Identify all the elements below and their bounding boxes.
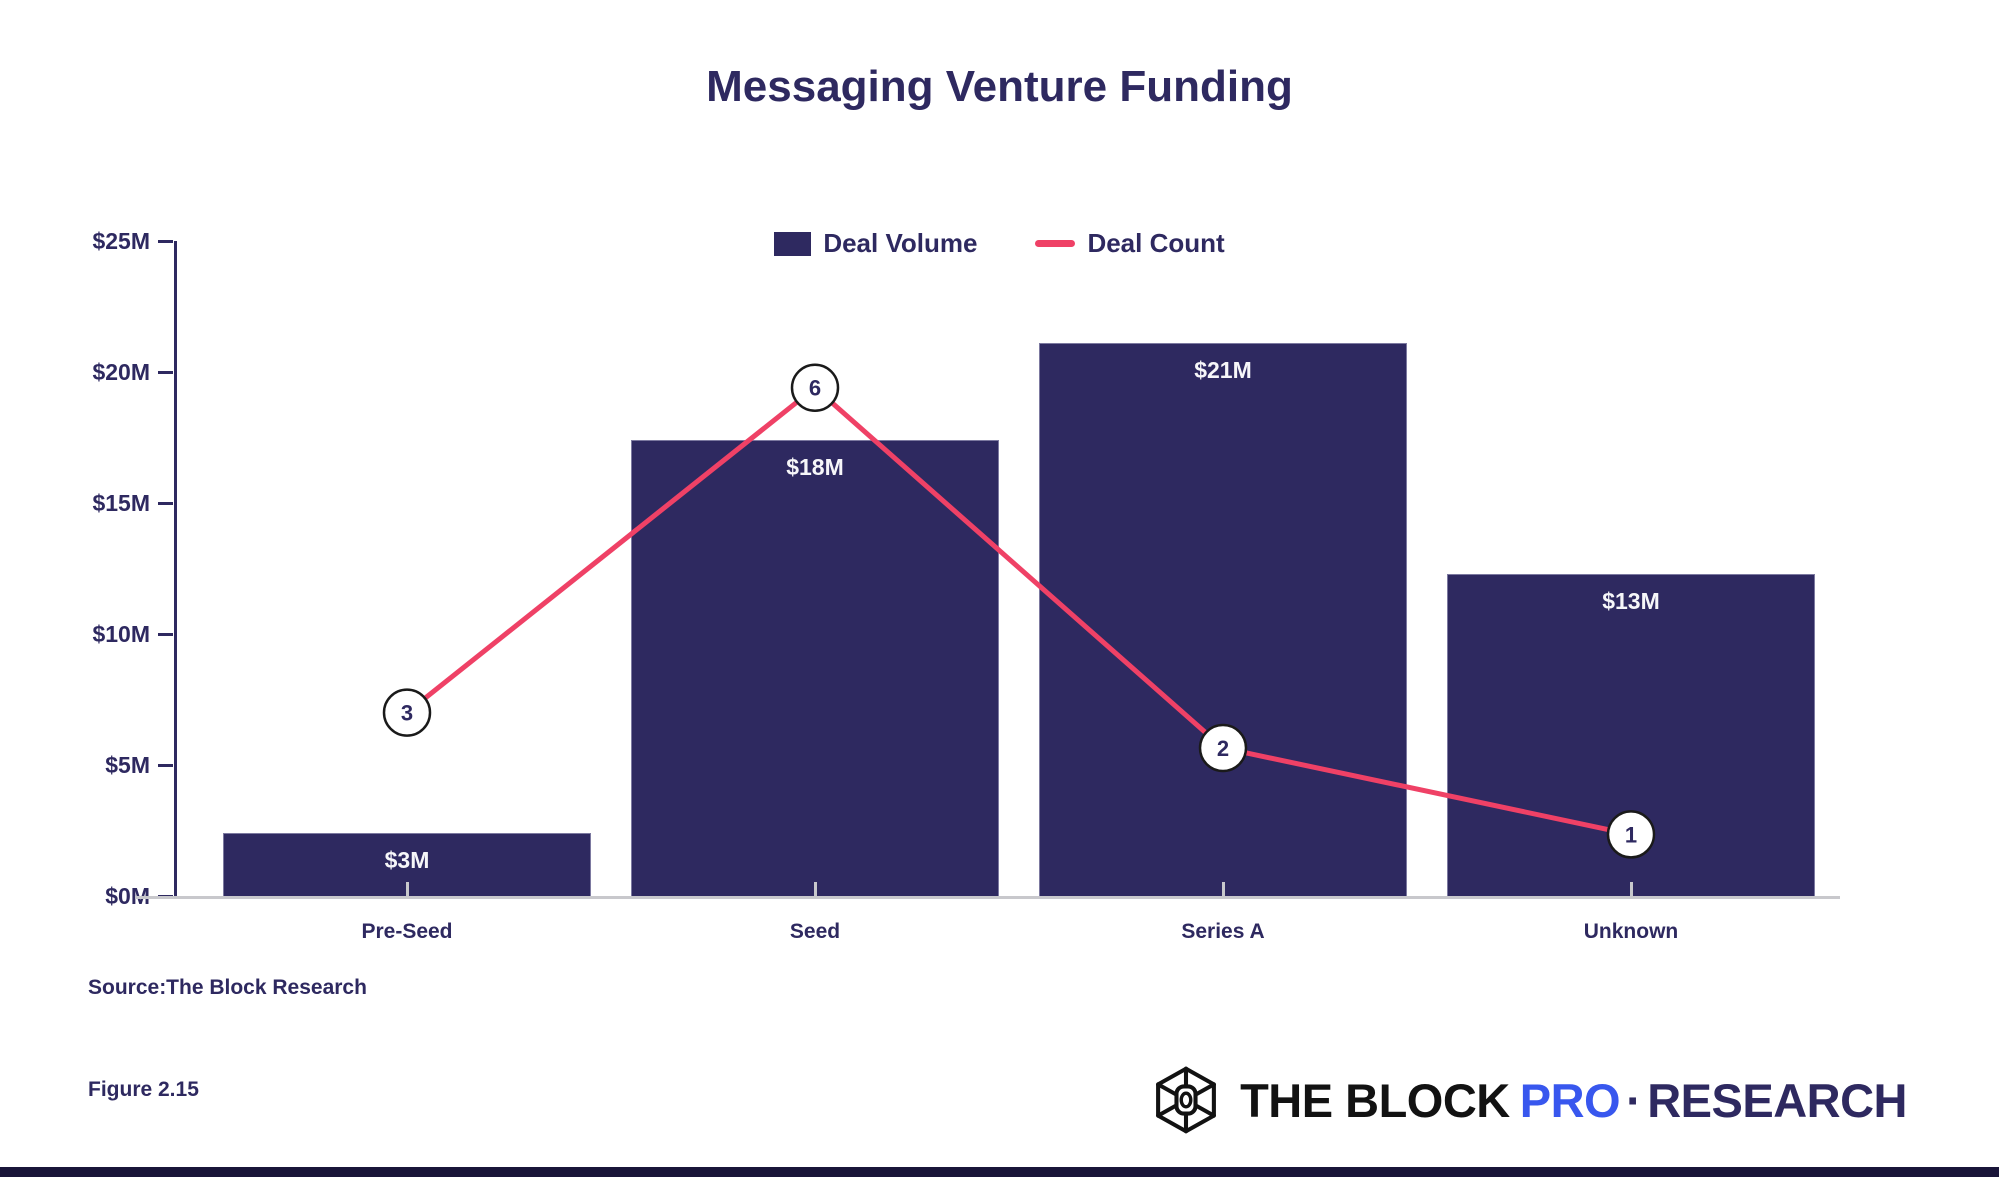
bar-value-label: $21M [1194,357,1252,384]
x-axis-category-tick [1629,882,1633,898]
y-axis-tick [158,763,173,767]
y-axis-tick [158,239,173,243]
y-axis-tick-label: $20M [92,359,150,385]
the-block-pro-research-logo: THE BLOCK PRO · RESEARCH [1152,1062,1907,1138]
deal-volume-bar: $21M [1039,343,1407,897]
legend-item-deal-volume: Deal Volume [774,228,977,259]
x-axis-category-tick [813,882,817,898]
block-cube-icon [1156,1066,1216,1134]
deal-count-value: 2 [1217,736,1229,761]
y-axis-tick [158,370,173,374]
deal-count-line-icon [1035,240,1076,247]
x-axis-category-label: Series A [1181,920,1265,943]
legend-label-deal-count: Deal Count [1087,228,1225,258]
y-axis-line [173,241,177,898]
x-axis-category-tick [405,882,409,898]
deal-count-value: 3 [401,701,413,726]
chart-title: Messaging Venture Funding [706,62,1293,111]
y-axis-tick-label: $10M [92,621,150,647]
brand-research-text: RESEARCH [1647,1073,1907,1127]
x-axis-category-tick [1221,882,1225,898]
deal-count-marker [790,363,840,412]
deal-volume-bar: $18M [631,440,999,897]
deal-count-marker [1198,723,1248,773]
bar-value-label: $13M [1602,587,1660,614]
deal-count-marker [1606,810,1656,859]
legend-label-deal-volume: Deal Volume [823,228,978,258]
y-axis-tick-label: $25M [92,228,150,254]
brand-separator-dot: · [1626,1073,1642,1127]
bar-value-label: $18M [786,454,844,481]
deal-count-marker [382,688,432,737]
x-axis-baseline [135,895,1840,899]
deal-count-line [405,384,1632,837]
y-axis-tick [158,501,173,505]
deal-count-value: 1 [1625,822,1637,847]
deal-volume-swatch-icon [774,231,812,256]
y-axis-tick-label: $5M [105,752,150,778]
brand-pro-text: PRO [1519,1073,1621,1127]
brand-wordmark: THE BLOCK PRO · RESEARCH [1240,1073,1907,1128]
deal-count-value: 6 [809,376,821,401]
x-axis-category-label: Pre-Seed [361,920,453,943]
source-note: Source:The Block Research [88,976,367,999]
y-axis-tick-label: $15M [92,490,150,516]
chart-legend: Deal Volume Deal Count [0,228,1999,259]
brand-the-block-text: THE BLOCK [1240,1073,1510,1127]
x-axis-category-label: Seed [789,920,841,943]
legend-item-deal-count: Deal Count [1035,228,1225,259]
x-axis-category-label: Unknown [1583,920,1679,943]
bar-value-label: $3M [384,847,430,874]
bottom-accent-bar [0,1167,1999,1177]
figure-caption: Figure 2.15 [88,1078,199,1101]
y-axis-tick [158,632,173,636]
